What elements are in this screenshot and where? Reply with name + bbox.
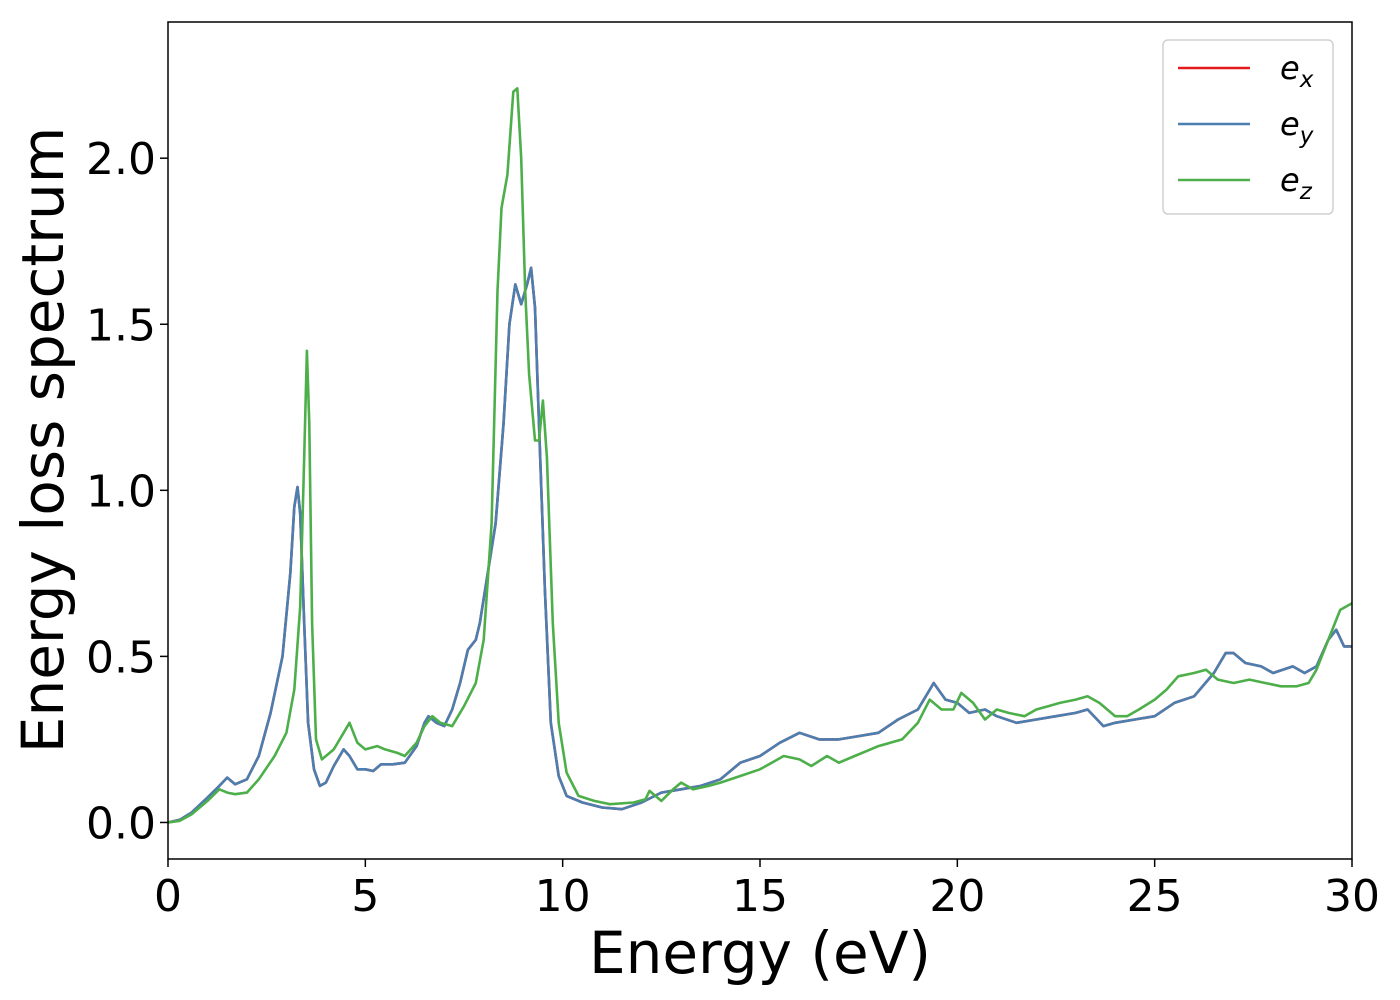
- legend-label-e-y: ey: [1280, 105, 1314, 149]
- x-axis: 0 5 10 15 20 25 30: [154, 859, 1380, 922]
- y-axis: 0.0 0.5 1.0 1.5 2.0: [86, 134, 168, 849]
- x-tick-label: 30: [1324, 871, 1380, 922]
- x-tick-label: 20: [929, 871, 985, 922]
- series-line-e-z: [167, 87, 1353, 824]
- y-tick-label: 1.5: [86, 300, 156, 351]
- y-tick-label: 0.0: [86, 798, 156, 849]
- x-tick-label: 25: [1127, 871, 1183, 922]
- x-tick-label: 15: [732, 871, 788, 922]
- legend-label-e-z: ez: [1280, 161, 1313, 205]
- legend: ex ey ez: [1162, 39, 1334, 215]
- series-layer: [167, 87, 1353, 824]
- y-tick-label: 0.5: [86, 632, 156, 683]
- x-tick-label: 0: [154, 871, 182, 922]
- series-line-e-y: [167, 266, 1352, 824]
- x-tick-label: 10: [535, 871, 591, 922]
- y-axis-title: Energy loss spectrum: [9, 127, 77, 753]
- y-tick-label: 2.0: [86, 134, 156, 185]
- y-tick-label: 1.0: [86, 466, 156, 517]
- legend-label-e-x: ex: [1280, 49, 1314, 93]
- legend-box: [1162, 39, 1334, 215]
- x-axis-title: Energy (eV): [589, 919, 931, 987]
- x-tick-label: 5: [351, 871, 379, 922]
